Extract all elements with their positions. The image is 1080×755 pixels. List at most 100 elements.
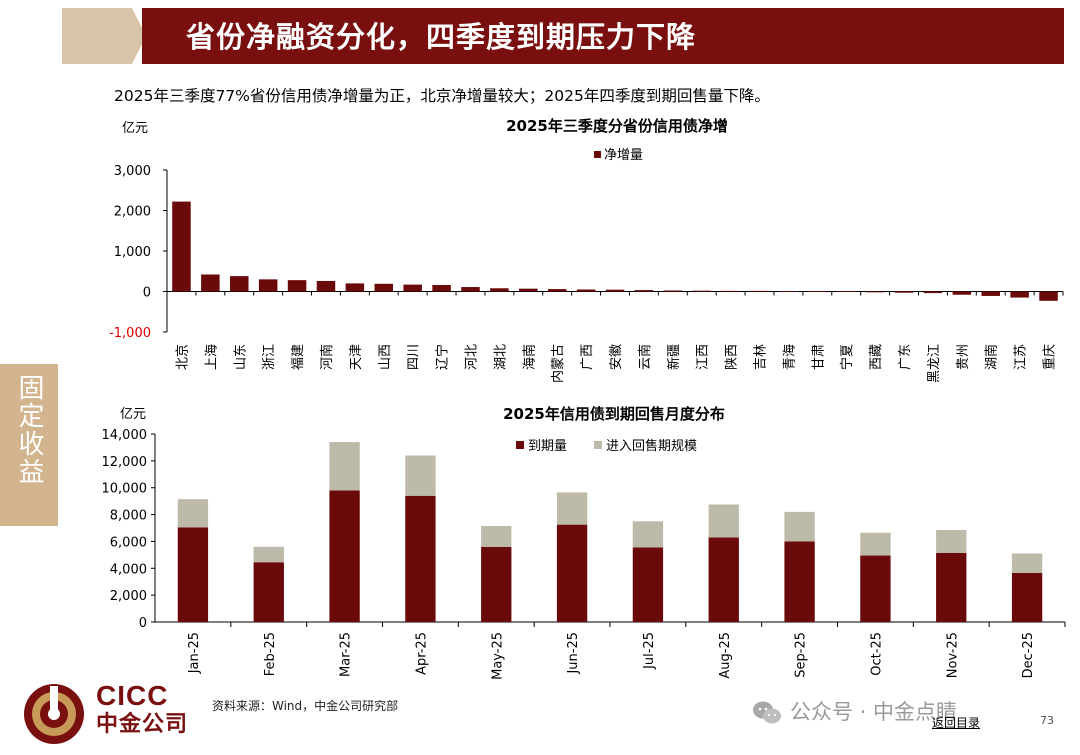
chart2-y-tick-label: 14,000 (102, 428, 148, 443)
chart1-bar (981, 291, 1000, 296)
chart1-bar (692, 290, 711, 292)
chart2-y-tick-label: 4,000 (110, 562, 147, 577)
chart1-x-tick-label: 北京 (175, 344, 190, 370)
chart2-y-tick-label: 8,000 (110, 509, 147, 524)
chart1-bar (779, 291, 798, 292)
chart2-bar-maturity (253, 562, 284, 622)
back-to-contents-link[interactable]: 返回目录 (932, 716, 981, 730)
chart2-y-tick-label: 6,000 (110, 535, 147, 550)
chart1-x-tick-label: 湖北 (493, 344, 508, 370)
chart1-bar (836, 291, 856, 292)
chart2-x-tick-label: Sep-25 (794, 632, 809, 678)
chart1-bar (432, 285, 451, 292)
chart1-x-tick-label: 黑龙江 (927, 344, 942, 383)
chart2-title: 2025年信用债到期回售月度分布 (503, 405, 725, 423)
chart2-y-tick-label: 0 (139, 616, 147, 631)
chart2-legend-label-putback: 进入回售期规模 (606, 438, 697, 454)
chart2-x-tick-label: Aug-25 (718, 632, 733, 679)
chart1-y-tick-label: 2,000 (114, 205, 151, 220)
chart2-bar-putback (784, 511, 815, 542)
chart1-x-tick-label: 上海 (204, 344, 219, 370)
chart1-x-tick-label: 内蒙古 (550, 344, 566, 383)
chart2-x-tick-label: Nov-25 (945, 632, 960, 678)
chart1-x-tick-label: 安徽 (609, 344, 624, 370)
chart2-y-tick-label: 10,000 (102, 482, 148, 497)
chart1-x-tick-label: 天津 (349, 344, 364, 370)
chart1-x-tick-label: 宁夏 (839, 344, 855, 370)
chart2-bar-maturity (632, 547, 664, 622)
chart1-x-tick-label: 陕西 (725, 344, 740, 370)
chart1-bar (461, 287, 480, 292)
page-number: 73 (1040, 714, 1054, 727)
source-note: 资料来源：Wind，中金公司研究部 (212, 699, 399, 713)
chart2-x-tick-label: Jun-25 (566, 632, 581, 675)
chart2-axes: 14,000 12,000 10,000 8,000 6,000 4,000 2,000 0 (102, 428, 1066, 631)
chart2-bar-putback (632, 521, 664, 548)
chart1-x-tick-label: 广东 (898, 344, 913, 370)
chart2-bar-maturity (405, 495, 436, 622)
chart1-x-tick-label: 吉林 (754, 344, 769, 370)
chart1-bar (172, 201, 191, 292)
chart1-y-tick-label: 1,000 (114, 245, 151, 260)
chart2-bar-maturity (860, 555, 891, 622)
chart1-bar (403, 284, 422, 292)
chart1-x-tick-label: 新疆 (666, 344, 682, 370)
chart1-bar (634, 290, 654, 292)
chart2-bar-putback (1011, 553, 1043, 573)
chart-provincial-net-issuance: 亿元 2025年三季度分省份信用债净增 净增量 3,000 2,000 1,000 0… (109, 117, 1064, 383)
chart2-y-tick-label: 12,000 (102, 455, 148, 470)
chart2-x-tick-label: Oct-25 (869, 632, 884, 676)
chart2-legend-swatch-maturity (516, 441, 524, 449)
chart2-bar-maturity (329, 490, 360, 622)
chart1-bar (923, 291, 943, 294)
chart1-x-tick-label: 云南 (637, 344, 653, 370)
chart1-bar (808, 291, 827, 292)
chart2-category-labels: Jan-25 Feb-25 Mar-25 Apr-25 May-25 Jun-25 Jul-… (187, 632, 1036, 680)
page-title: 省份净融资分化，四季度到期压力下降 (186, 20, 697, 54)
chart2-bar-maturity (556, 524, 588, 622)
chart2-x-tick-label: May-25 (490, 632, 505, 680)
chart1-legend-label: 净增量 (604, 148, 643, 163)
side-tab[interactable] (0, 364, 58, 526)
chart1-bar (1039, 291, 1058, 301)
chart2-bar-putback (405, 455, 436, 496)
chart2-bar-maturity (784, 541, 815, 622)
chart2-bar-maturity (936, 552, 967, 622)
chart2-y-tick-label: 2,000 (110, 589, 147, 604)
chart1-x-tick-label: 四川 (407, 344, 422, 370)
chart1-y-tick-label: -1,000 (109, 326, 151, 341)
chart1-bar (230, 276, 249, 292)
chart1-x-tick-label: 福建 (291, 344, 306, 370)
chart1-y-tick-label: 3,000 (114, 164, 151, 179)
chart2-x-tick-label: Jul-25 (642, 632, 657, 670)
chart1-bar (605, 289, 625, 292)
chart1-axes: 3,000 2,000 1,000 0 -1,000 (109, 164, 1064, 341)
chart2-bar-putback (556, 492, 588, 525)
chart1-bar (201, 274, 220, 292)
chart2-bar-putback (481, 525, 512, 547)
chart1-bars (172, 201, 1058, 301)
chart2-bar-maturity (708, 537, 739, 622)
chart2-legend-label-maturity: 到期量 (528, 439, 567, 454)
chart1-x-tick-label: 湖南 (984, 344, 1000, 370)
chart2-bar-putback (708, 504, 739, 538)
chart2-bars (177, 442, 1043, 622)
chart1-x-tick-label: 广西 (580, 344, 595, 370)
chart1-category-labels: 北京 上海 山东 浙江 福建 河南 天津 山西 四川 辽宁 河北 湖北 海南 内蒙古 广西 安徽 云南 新疆 江西陕… (175, 344, 1057, 383)
chart1-x-tick-label: 河北 (464, 344, 479, 370)
chart1-x-tick-label: 辽宁 (435, 344, 451, 370)
chart1-legend: 净增量 (594, 148, 643, 163)
chart2-bar-maturity (481, 546, 512, 622)
chart1-bar (750, 290, 769, 292)
chart2-legend-swatch-putback (594, 441, 602, 449)
chart1-x-tick-label: 山西 (378, 344, 393, 370)
chart1-bar (865, 291, 885, 293)
wechat-icon (753, 701, 781, 724)
chart2-x-tick-label: Dec-25 (1021, 632, 1036, 678)
chart1-legend-swatch (594, 151, 601, 158)
chart2-x-tick-label: Apr-25 (414, 632, 429, 675)
chart2-bar-maturity (177, 527, 209, 622)
chart1-x-tick-label: 江西 (696, 344, 711, 370)
chart1-x-tick-label: 青海 (782, 344, 797, 370)
chart1-bar (345, 283, 365, 292)
